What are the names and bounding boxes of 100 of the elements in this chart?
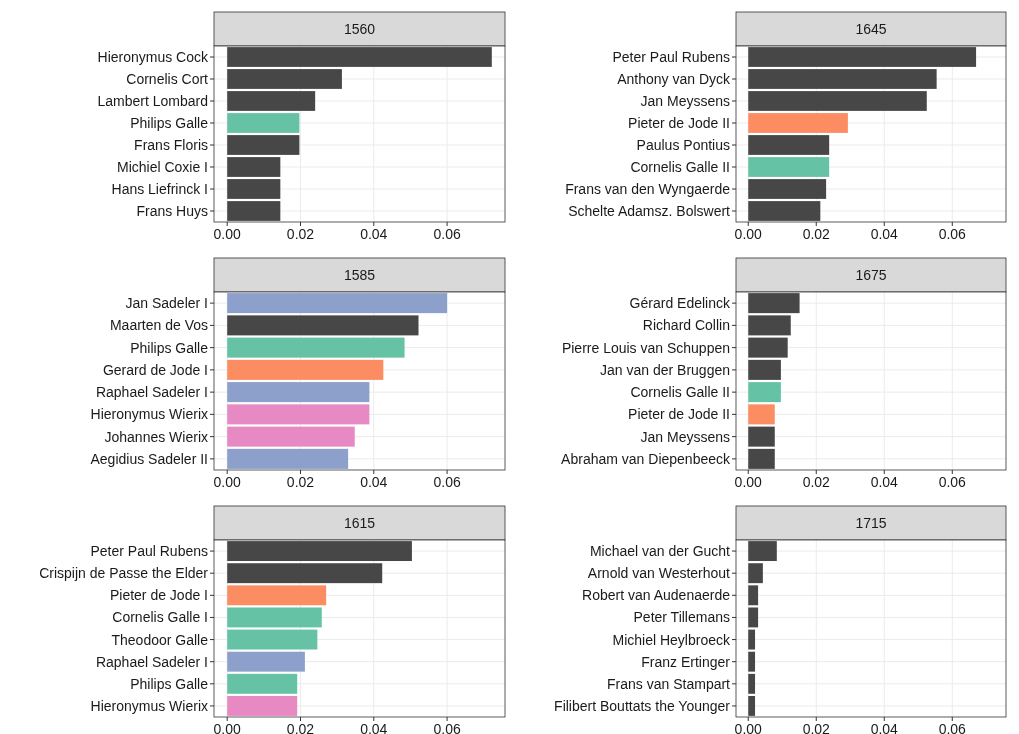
x-tick-label: 0.04 [360,721,388,734]
y-tick-label: Philips Galle [130,339,209,356]
y-tick-label: Filibert Bouttats the Younger [554,697,731,714]
y-tick-label: Jan van der Bruggen [600,361,730,378]
bar [748,426,775,447]
x-tick-label: 0.04 [870,721,899,734]
y-tick-label: Pieter de Jode II [628,406,730,423]
x-tick-label: 0.00 [213,226,242,242]
y-tick-label: Lambert Lombard [97,93,208,109]
bar [748,359,781,380]
x-tick-label: 0.00 [734,474,763,490]
y-tick-label: Peter Paul Rubens [90,543,208,560]
y-tick-label: Frans van Stampart [607,675,731,692]
y-tick-label: Jan Meyssens [640,93,730,109]
x-tick-label: 0.00 [734,721,763,734]
y-tick-label: Pieter de Jode II [628,115,730,131]
bar [227,563,383,584]
y-tick-label: Hieronymus Wierix [90,697,208,714]
y-tick-label: Schelte Adamsz. Bolswert [568,203,731,219]
bar [227,157,281,177]
y-tick-label: Raphael Sadeler I [95,653,208,670]
bar [227,179,281,199]
y-tick-label: Anthony van Dyck [617,71,731,87]
chart-title: 1560 [343,21,376,37]
chart-title: 1715 [855,515,887,531]
x-tick-label: 0.06 [938,226,967,242]
bar [748,448,775,469]
x-tick-label: 0.04 [360,226,388,242]
bar [227,426,355,447]
y-tick-label: Raphael Sadeler I [95,384,208,401]
bar [748,69,937,89]
bar [748,135,830,155]
bar [227,382,370,403]
y-tick-label: Crispijn de Passe the Elder [39,565,209,582]
y-tick-label: Maarten de Vos [109,317,208,334]
y-tick-label: Hieronymus Wierix [90,406,208,423]
y-tick-label: Peter Tillemans [633,609,730,626]
bar [748,201,821,221]
x-tick-label: 0.06 [433,474,461,490]
x-tick-label: 0.06 [433,226,461,242]
bar [227,695,298,716]
y-tick-label: Frans van den Wyngaerde [565,181,731,197]
x-tick-label: 0.02 [286,474,315,490]
x-tick-label: 0.04 [360,474,388,490]
bar [227,315,419,336]
y-tick-label: Jan Sadeler I [125,295,208,312]
bar [227,201,281,221]
chart-title: 1645 [855,21,887,37]
y-tick-label: Michael van der Gucht [589,543,731,560]
x-tick-label: 0.04 [870,226,899,242]
y-tick-label: Paulus Pontius [636,137,730,153]
y-tick-label: Gérard Edelinck [629,295,731,312]
y-tick-label: Aegidius Sadeler II [90,450,208,467]
y-tick-label: Frans Floris [134,137,208,153]
bar [227,651,305,672]
bar [227,69,342,89]
bar [748,179,827,199]
chart-title: 1585 [343,267,376,283]
y-tick-label: Johannes Wierix [104,428,208,445]
bar [748,293,800,314]
y-tick-label: Philips Galle [130,675,209,692]
y-tick-label: Michiel Heylbroeck [612,631,731,648]
x-tick-label: 0.02 [802,226,831,242]
y-tick-label: Abraham van Diepenbeeck [561,450,731,467]
y-tick-label: Cornelis Galle II [630,159,730,175]
y-tick-label: Cornelis Galle I [112,609,208,626]
y-tick-label: Peter Paul Rubens [612,49,730,65]
x-tick-label: 0.02 [802,474,831,490]
y-tick-label: Gerard de Jode I [102,361,208,378]
y-tick-label: Hans Liefrinck I [111,181,208,197]
y-tick-label: Robert van Audenaerde [582,587,731,604]
x-tick-label: 0.04 [870,474,899,490]
bar [227,607,322,628]
x-tick-label: 0.02 [802,721,831,734]
x-tick-label: 0.00 [734,226,763,242]
bar [748,91,927,111]
bar [227,629,318,650]
bar [227,404,370,425]
bar [748,315,791,336]
y-tick-label: Michiel Coxie I [116,159,208,175]
y-tick-label: Jan Meyssens [640,428,730,445]
x-tick-label: 0.06 [938,474,967,490]
bar [227,337,405,358]
y-tick-label: Cornelis Cort [126,71,209,87]
y-tick-label: Richard Collin [642,317,730,334]
x-tick-label: 0.02 [286,226,315,242]
y-tick-label: Franz Ertinger [641,653,731,670]
y-tick-label: Philips Galle [130,115,209,131]
bar [227,541,412,562]
bar [748,113,848,133]
x-tick-label: 0.06 [433,721,461,734]
bar [748,382,781,403]
bar [227,113,300,133]
y-tick-label: Theodoor Galle [111,631,209,648]
bar [227,91,316,111]
bar [227,585,327,606]
y-tick-label: Pierre Louis van Schuppen [561,339,730,356]
bar [748,157,830,177]
bar [227,448,349,469]
x-tick-label: 0.00 [213,721,242,734]
